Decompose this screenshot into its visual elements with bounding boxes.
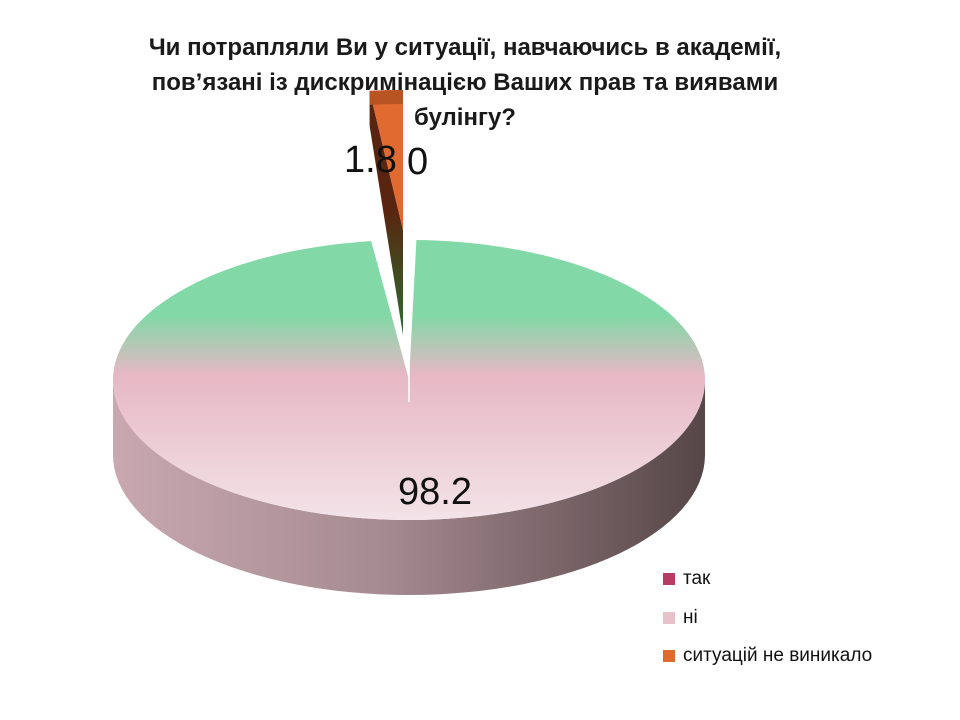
slice-no-situations-top [369, 90, 403, 230]
legend-label-no-situations: ситуацій не виникало [683, 645, 873, 666]
legend-label-ni: ні [683, 606, 698, 628]
legend-swatch-tak [663, 573, 675, 585]
data-label-no-situations: 1.8 [344, 139, 397, 181]
slice-ni-side [113, 380, 705, 595]
legend-swatch-ni [663, 611, 675, 624]
legend-swatch-no-situations [663, 650, 675, 662]
legend-item-no-situations: ситуацій не виникало [663, 645, 872, 667]
data-label-tak: 0 [407, 141, 428, 183]
legend-item-tak: так [663, 568, 872, 590]
slice-no-situations-side [369, 90, 403, 336]
chart-title: Чи потрапляли Ви у ситуації, навчаючись … [148, 34, 782, 131]
legend-label-tak: так [683, 568, 711, 589]
slice-no-situations-edge [369, 90, 403, 105]
legend-item-ni: ні [663, 607, 872, 629]
data-label-ni: 98.2 [398, 471, 472, 513]
legend: так ні ситуацій не виникало [663, 568, 872, 684]
